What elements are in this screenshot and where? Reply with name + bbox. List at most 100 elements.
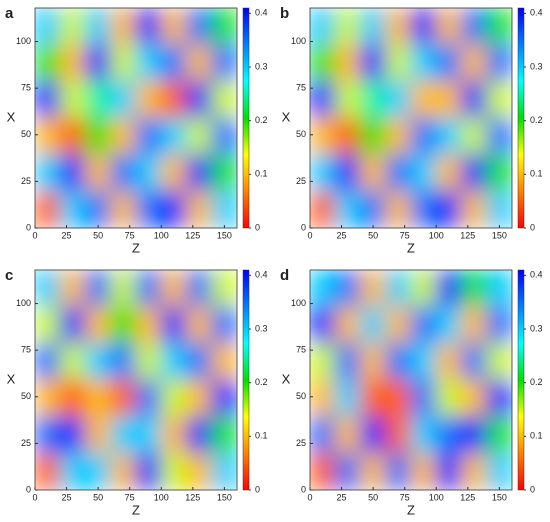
heat-cell [385,342,412,381]
heat-cell [486,416,512,454]
x-tick-label: 25 [62,230,72,240]
heat-cell [360,44,387,82]
heat-cell [461,80,488,119]
heat-cell [110,154,137,192]
heat-cell [486,8,512,46]
x-tick-label: 125 [460,492,475,502]
heat-cell [334,306,361,344]
heat-cell [410,80,437,119]
x-tick-label: 0 [307,492,312,502]
heat-cell [85,270,112,308]
colorbar-tick-label: 0.1 [255,431,268,441]
heat-cell [410,452,437,490]
heat-cell [334,190,361,228]
panel: 0 25 50 75 100 125 150 0 25 50 75 100 Z Xc 0 0.1 0.2 0.3 0… [5,267,268,517]
heat-cell [435,154,462,192]
heat-cell [211,80,237,119]
y-tick-label: 50 [21,391,31,401]
heat-cell [486,270,512,308]
heat-cell [385,270,412,308]
panel: 0 25 50 75 100 125 150 0 25 50 75 100 Z Xb 0 0.1 0.2 0.3 0… [280,5,543,255]
colorbar-tick-label: 0 [530,222,535,232]
colorbar [517,269,525,491]
heat-cell [486,80,512,119]
heat-cell [59,379,86,418]
heat-cell [211,8,237,46]
heat-cell [385,80,412,119]
y-tick-label: 0 [301,484,306,494]
heat-cell [85,306,112,344]
heat-cell [160,379,187,418]
heat-cell [211,190,237,228]
heat-cell [35,306,61,344]
heat-cell [59,190,86,228]
heat-cell [85,8,112,46]
heat-cell [160,44,187,82]
y-axis-label: X [282,109,291,124]
heat-cell [461,306,488,344]
heat-cell [59,154,86,192]
heat-cell [135,452,162,490]
y-tick-label: 50 [296,129,306,139]
heat-cell [135,270,162,308]
heat-cell [410,416,437,454]
colorbar [242,269,250,491]
colorbar-tick-label: 0.2 [255,115,268,125]
x-tick-label: 150 [492,492,507,502]
y-tick-label: 100 [291,36,306,46]
x-tick-label: 0 [32,492,37,502]
heat-cell [310,190,336,228]
heat-cell [211,416,237,454]
y-tick-label: 50 [296,391,306,401]
y-tick-label: 25 [21,438,31,448]
heat-cell [410,8,437,46]
x-tick-label: 100 [154,492,169,502]
heat-cell [35,379,61,418]
heat-cell [160,270,187,308]
heat-cell [334,154,361,192]
heat-cell [59,8,86,46]
x-tick-label: 150 [492,230,507,240]
heat-cell [110,8,137,46]
heat-cell [435,306,462,344]
heat-cell [186,270,213,308]
panel: 0 25 50 75 100 125 150 0 25 50 75 100 Z Xa 0 0.1 0.2 0.3 0… [5,5,268,255]
x-tick-label: 25 [62,492,72,502]
colorbar-tick-label: 0.1 [255,169,268,179]
heat-cell [334,342,361,381]
heat-cell [486,452,512,490]
heat-cell [135,44,162,82]
heat-cell [211,117,237,156]
heat-cell [135,379,162,418]
heat-cell [310,117,336,156]
heat-cell [186,379,213,418]
heat-cell [334,379,361,418]
heat-cell [385,8,412,46]
y-tick-label: 25 [21,176,31,186]
colorbar-tick-label: 0.3 [530,61,543,71]
colorbar-tick-label: 0.4 [255,270,268,280]
heat-cell [461,44,488,82]
heat-cell [360,306,387,344]
y-tick-label: 25 [296,438,306,448]
colorbar-tick-label: 0.4 [530,270,543,280]
colorbar-tick-label: 0.1 [530,169,543,179]
heat-cell [310,154,336,192]
heat-cell [110,452,137,490]
y-axis-label: X [282,371,291,386]
heat-cell [85,44,112,82]
heat-cell [310,416,336,454]
heat-cell [385,416,412,454]
y-tick-label: 75 [21,83,31,93]
x-tick-label: 0 [307,230,312,240]
heat-cell [135,306,162,344]
x-tick-label: 0 [32,230,37,240]
heat-cell [211,270,237,308]
heat-cell [186,416,213,454]
heat-cell [435,80,462,119]
y-tick-label: 50 [21,129,31,139]
panel-letter: a [5,5,14,22]
heat-cell [135,80,162,119]
heat-cell [59,117,86,156]
